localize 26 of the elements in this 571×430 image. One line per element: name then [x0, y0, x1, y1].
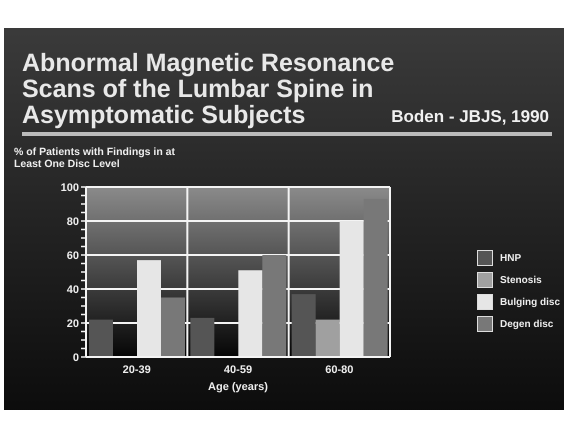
bar: [364, 198, 388, 357]
y-tick-label: 80: [66, 216, 79, 228]
bar: [340, 221, 364, 357]
y-tick-label: 0: [72, 352, 79, 364]
y-tick-label: 60: [66, 250, 79, 262]
y-tick-label: 20: [66, 318, 79, 330]
x-axis-title: Age (years): [208, 381, 268, 393]
legend-label: Degen disc: [500, 318, 554, 330]
bar: [262, 255, 286, 357]
legend-label: Bulging disc: [500, 296, 560, 308]
bar: [238, 270, 262, 357]
x-tick-label: 20-39: [122, 364, 151, 376]
bar: [292, 294, 316, 357]
y-axis-title: % of Patients with Findings in at Least One Disc Level: [14, 146, 176, 170]
bar: [190, 318, 214, 357]
bar: [137, 260, 161, 357]
y-tick-label: 100: [60, 182, 79, 194]
x-tick-label: 60-80: [325, 364, 354, 376]
legend-label: HNP: [500, 252, 522, 264]
legend-label: Stenosis: [500, 274, 542, 286]
y-tick-label: 40: [66, 284, 79, 296]
x-tick-label: 40-59: [224, 364, 252, 376]
text: Boden - JBJS, 1990: [391, 107, 549, 127]
bar: [161, 298, 185, 357]
bar: [89, 320, 113, 357]
bar: [316, 320, 340, 357]
